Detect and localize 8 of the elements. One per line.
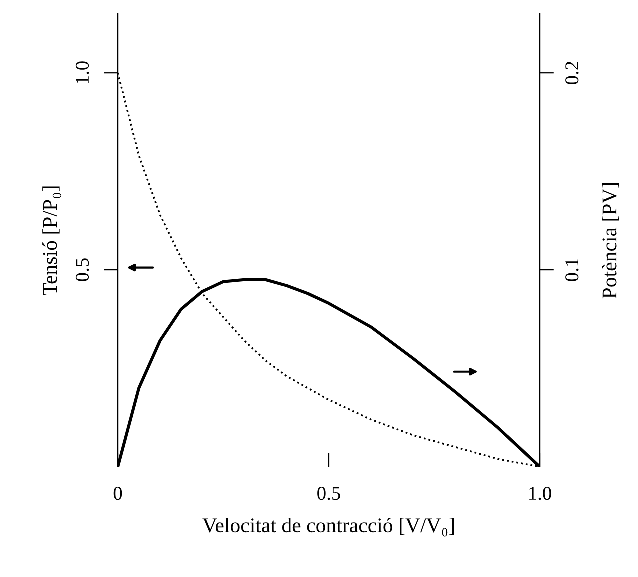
y2-tick-label: 0.2 (566, 62, 579, 84)
x-axis-title: Velocitat de contracció [V/V₀] (202, 518, 454, 537)
x-tick-label: 1.0 (530, 487, 552, 500)
x-tick-label: 0 (114, 487, 122, 500)
y-axis-title: Tensió [P/P₀] (42, 186, 62, 296)
y2-axis-title: Potència [PV] (602, 183, 620, 299)
y2-tick-label: 0.1 (566, 259, 579, 282)
x-tick-label: 0.5 (318, 487, 340, 500)
